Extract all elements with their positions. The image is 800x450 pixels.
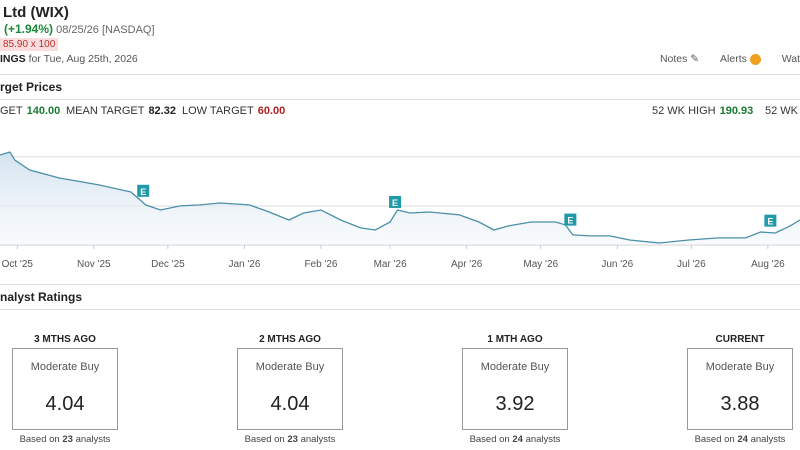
ratings-date: for Tue, Aug 25th, 2026 <box>28 53 138 65</box>
price-line <box>0 151 800 244</box>
range-value: 190.93 <box>719 105 754 117</box>
x-tick-label: Aug '26 <box>751 259 785 270</box>
alert-icon <box>749 53 761 65</box>
x-tick-label: Mar '26 <box>374 259 407 270</box>
event-marker <box>564 213 577 226</box>
x-tick-label: Nov '25 <box>77 259 111 270</box>
rating-box: Moderate Buy 3.92 <box>462 348 568 430</box>
target-value: 60.00 <box>257 105 286 117</box>
basis-prefix: Based on <box>19 434 60 445</box>
watch-button[interactable]: Wat <box>781 53 800 65</box>
period: 3 MTHS AGO <box>34 334 96 345</box>
event-marker <box>137 184 150 197</box>
target-item: LOW TARGET 60.00 <box>182 105 285 117</box>
notes-label[interactable]: Notes <box>659 53 688 65</box>
x-tick-label: Dec '25 <box>151 259 185 270</box>
x-tick-label: Jul '26 <box>677 259 706 270</box>
range-label: 52 WK L <box>765 105 800 117</box>
analyst-count: 23 <box>287 434 298 445</box>
notes-button[interactable]: Notes ✎ <box>659 53 700 65</box>
x-tick-label: Oct '25 <box>2 259 34 270</box>
quote-line: (+1.94%) 08/25/26 [NASDAQ] <box>4 22 155 36</box>
basis: Based on 23 analysts <box>220 434 360 445</box>
event-label: E <box>140 187 146 197</box>
range-label: 52 WK HIGH <box>652 105 716 117</box>
basis-suffix: analysts <box>525 434 561 445</box>
change: (+1.94%) <box>4 22 54 36</box>
event-label: E <box>767 217 773 227</box>
rating-card: 3 MTHS AGO Moderate Buy 4.04 Based on 23 an… <box>10 334 120 445</box>
event-label: E <box>392 198 398 208</box>
bid-ask: 85.90 x 100 <box>0 38 59 51</box>
period: 1 MTH AGO <box>487 334 543 345</box>
x-tick-label: May '26 <box>523 259 558 270</box>
target-label: GET <box>0 105 23 117</box>
x-tick-label: Jan '26 <box>228 259 260 270</box>
price-chart: Oct '25 Nov '25 Dec '25 Jan '26 Feb '26 Mar '… <box>0 151 800 270</box>
basis-suffix: analysts <box>75 434 111 445</box>
basis: Based on 24 analysts <box>670 434 800 445</box>
basis-prefix: Based on <box>694 434 735 445</box>
alerts-label[interactable]: Alerts <box>720 53 747 65</box>
range-item: 52 WK HIGH 190.93 <box>652 105 753 117</box>
basis-suffix: analysts <box>750 434 786 445</box>
alerts-button[interactable]: Alerts <box>720 53 761 65</box>
period: CURRENT <box>715 334 765 345</box>
x-tick-label: Feb '26 <box>304 259 337 270</box>
actions: Notes ✎ Alerts Wat <box>642 53 800 65</box>
ratings-line: INGS for Tue, Aug 25th, 2026 <box>0 53 138 65</box>
analyst-count: 24 <box>737 434 748 445</box>
basis: Based on 24 analysts <box>445 434 585 445</box>
analyst-count: 24 <box>512 434 523 445</box>
rating-card: 1 MTH AGO Moderate Buy 3.92 Based on 24 ana… <box>460 334 570 445</box>
basis-suffix: analysts <box>300 434 336 445</box>
target-label: LOW TARGET <box>182 105 254 117</box>
rating-box: Moderate Buy 3.88 <box>687 348 793 430</box>
x-tick-label: Jun '26 <box>601 259 633 270</box>
rating-score: 3.92 <box>495 393 535 415</box>
rating-box: Moderate Buy 4.04 <box>237 348 343 430</box>
rating-score: 4.04 <box>270 393 310 415</box>
target-value: 140.00 <box>26 105 61 117</box>
stock-title: Ltd (WIX) <box>3 4 69 21</box>
x-tick-label: Apr '26 <box>451 259 483 270</box>
target-item: GET 140.00 <box>0 105 60 117</box>
target-value: 82.32 <box>148 105 176 117</box>
date-exchange: 08/25/26 [NASDAQ] <box>56 24 155 36</box>
rating-text: Moderate Buy <box>705 361 775 373</box>
basis-prefix: Based on <box>469 434 510 445</box>
basis-prefix: Based on <box>244 434 285 445</box>
rating-text: Moderate Buy <box>30 361 100 373</box>
rating-score: 3.88 <box>720 393 760 415</box>
ratings-word: INGS <box>0 53 26 65</box>
target-item: MEAN TARGET 82.32 <box>66 105 176 117</box>
rating-card: 2 MTHS AGO Moderate Buy 4.04 Based on 23 an… <box>235 334 345 445</box>
rating-card: CURRENT Moderate Buy 3.88 Based on 24 analy… <box>685 334 795 445</box>
range-item: 52 WK L <box>765 105 800 117</box>
area <box>0 152 800 245</box>
rating-score: 4.04 <box>45 393 85 415</box>
analyst-count: 23 <box>62 434 73 445</box>
event-marker <box>389 195 402 208</box>
rating-box: Moderate Buy 4.04 <box>12 348 118 430</box>
section-header: nalyst Ratings <box>0 284 800 310</box>
period: 2 MTHS AGO <box>259 334 321 345</box>
event-marker <box>764 214 777 227</box>
rating-text: Moderate Buy <box>480 361 550 373</box>
section-header: rget Prices <box>0 74 800 100</box>
rating-text: Moderate Buy <box>255 361 325 373</box>
target-label: MEAN TARGET <box>66 105 145 117</box>
basis: Based on 23 analysts <box>0 434 135 445</box>
event-label: E <box>567 216 573 226</box>
